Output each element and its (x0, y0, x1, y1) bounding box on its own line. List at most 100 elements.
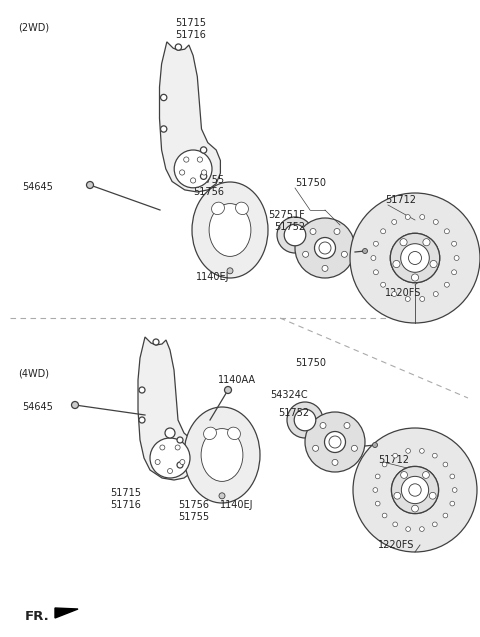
Circle shape (429, 492, 436, 499)
Circle shape (201, 173, 207, 180)
Text: 51712: 51712 (378, 455, 409, 465)
Text: 51750: 51750 (295, 358, 326, 368)
Circle shape (392, 466, 439, 513)
Circle shape (177, 462, 183, 468)
Circle shape (450, 501, 455, 506)
Circle shape (382, 513, 387, 518)
Circle shape (165, 428, 175, 438)
Circle shape (175, 445, 180, 450)
Circle shape (432, 454, 437, 458)
Circle shape (411, 274, 419, 281)
Circle shape (393, 261, 400, 268)
Polygon shape (55, 608, 78, 618)
Circle shape (287, 402, 323, 438)
Circle shape (295, 218, 355, 278)
Text: 51756: 51756 (178, 500, 209, 510)
Circle shape (392, 466, 439, 513)
Circle shape (202, 170, 207, 175)
Circle shape (332, 459, 338, 466)
Text: 54645: 54645 (22, 402, 53, 412)
Circle shape (430, 261, 437, 268)
Circle shape (180, 459, 185, 464)
Circle shape (350, 193, 480, 323)
Ellipse shape (204, 427, 216, 440)
Circle shape (452, 488, 457, 492)
Circle shape (375, 474, 380, 479)
Circle shape (351, 445, 358, 451)
Circle shape (314, 238, 336, 259)
Circle shape (392, 220, 396, 224)
Circle shape (155, 459, 160, 464)
Circle shape (160, 126, 167, 132)
Circle shape (400, 239, 407, 246)
Circle shape (371, 255, 376, 261)
Circle shape (191, 178, 196, 183)
Text: 1140EJ: 1140EJ (220, 500, 253, 510)
Circle shape (420, 296, 425, 301)
Circle shape (411, 505, 419, 512)
Text: 51755: 51755 (178, 512, 209, 522)
Text: 51752: 51752 (278, 408, 309, 418)
Circle shape (344, 422, 350, 429)
Ellipse shape (236, 202, 249, 215)
Circle shape (174, 150, 212, 188)
Circle shape (393, 522, 397, 527)
Text: 1220FS: 1220FS (378, 540, 414, 550)
Circle shape (150, 438, 190, 478)
Circle shape (420, 215, 425, 220)
Ellipse shape (184, 407, 260, 503)
Circle shape (390, 233, 440, 283)
Circle shape (444, 282, 449, 287)
Polygon shape (138, 337, 196, 480)
Circle shape (381, 229, 385, 234)
Circle shape (225, 387, 231, 394)
Circle shape (294, 409, 316, 431)
Circle shape (452, 241, 456, 247)
Circle shape (201, 147, 207, 153)
Circle shape (310, 229, 316, 234)
Circle shape (422, 471, 429, 478)
Ellipse shape (209, 204, 251, 257)
Circle shape (373, 488, 378, 492)
Circle shape (401, 476, 429, 504)
Circle shape (382, 462, 387, 467)
Circle shape (160, 445, 165, 450)
Circle shape (302, 252, 309, 257)
Text: 1140AA: 1140AA (218, 375, 256, 385)
Text: (2WD): (2WD) (18, 22, 49, 32)
Circle shape (277, 217, 313, 253)
Text: 51715: 51715 (110, 488, 141, 498)
Circle shape (168, 468, 172, 473)
Text: (4WD): (4WD) (18, 368, 49, 378)
Circle shape (72, 401, 79, 408)
Circle shape (184, 157, 189, 162)
Circle shape (305, 412, 365, 472)
Circle shape (420, 448, 424, 454)
Circle shape (444, 229, 449, 234)
Circle shape (160, 94, 167, 101)
Circle shape (139, 387, 145, 393)
Circle shape (450, 474, 455, 479)
Circle shape (381, 282, 385, 287)
Polygon shape (159, 42, 220, 192)
Ellipse shape (228, 427, 240, 440)
Text: 51755: 51755 (193, 175, 224, 185)
Ellipse shape (201, 429, 243, 482)
Circle shape (320, 422, 326, 429)
Circle shape (406, 448, 410, 454)
Circle shape (405, 296, 410, 301)
Ellipse shape (212, 202, 225, 215)
Circle shape (353, 428, 477, 552)
Text: 51716: 51716 (175, 30, 206, 40)
Circle shape (139, 417, 145, 423)
Circle shape (180, 170, 185, 175)
Circle shape (423, 239, 430, 246)
Text: 54324C: 54324C (270, 390, 308, 400)
Text: 52751F: 52751F (268, 210, 305, 220)
Text: 1220FS: 1220FS (385, 288, 421, 298)
Circle shape (227, 268, 233, 274)
Circle shape (375, 501, 380, 506)
Circle shape (319, 242, 331, 254)
Circle shape (312, 445, 319, 451)
Text: 51715: 51715 (175, 18, 206, 28)
